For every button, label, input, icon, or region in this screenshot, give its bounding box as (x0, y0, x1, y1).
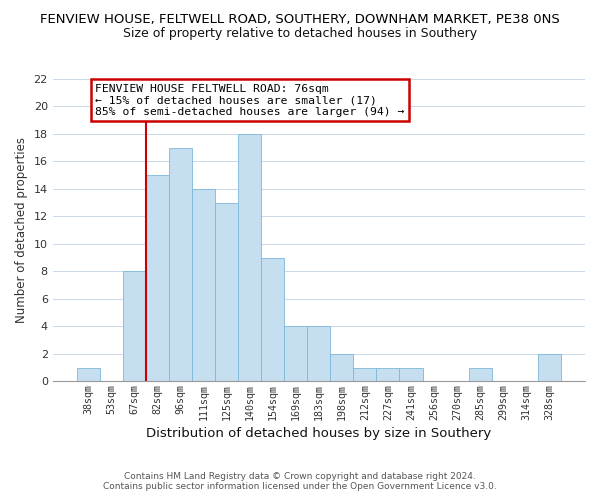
Text: Size of property relative to detached houses in Southery: Size of property relative to detached ho… (123, 27, 477, 40)
Bar (353, 368, 376, 382)
Text: FENVIEW HOUSE, FELTWELL ROAD, SOUTHERY, DOWNHAM MARKET, PE38 0NS: FENVIEW HOUSE, FELTWELL ROAD, SOUTHERY, … (40, 12, 560, 26)
Bar (146, 175, 169, 382)
Bar (169, 148, 192, 382)
Bar (538, 354, 561, 382)
Bar (123, 272, 146, 382)
Bar (331, 354, 353, 382)
Bar (215, 202, 238, 382)
Bar (192, 189, 215, 382)
Text: Contains HM Land Registry data © Crown copyright and database right 2024.: Contains HM Land Registry data © Crown c… (124, 472, 476, 481)
Bar (376, 368, 400, 382)
Bar (284, 326, 307, 382)
X-axis label: Distribution of detached houses by size in Southery: Distribution of detached houses by size … (146, 427, 491, 440)
Bar (307, 326, 331, 382)
Bar (77, 368, 100, 382)
Text: Contains public sector information licensed under the Open Government Licence v3: Contains public sector information licen… (103, 482, 497, 491)
Bar (261, 258, 284, 382)
Bar (400, 368, 422, 382)
Bar (469, 368, 491, 382)
Text: FENVIEW HOUSE FELTWELL ROAD: 76sqm
← 15% of detached houses are smaller (17)
85%: FENVIEW HOUSE FELTWELL ROAD: 76sqm ← 15%… (95, 84, 404, 116)
Bar (238, 134, 261, 382)
Y-axis label: Number of detached properties: Number of detached properties (15, 137, 28, 323)
